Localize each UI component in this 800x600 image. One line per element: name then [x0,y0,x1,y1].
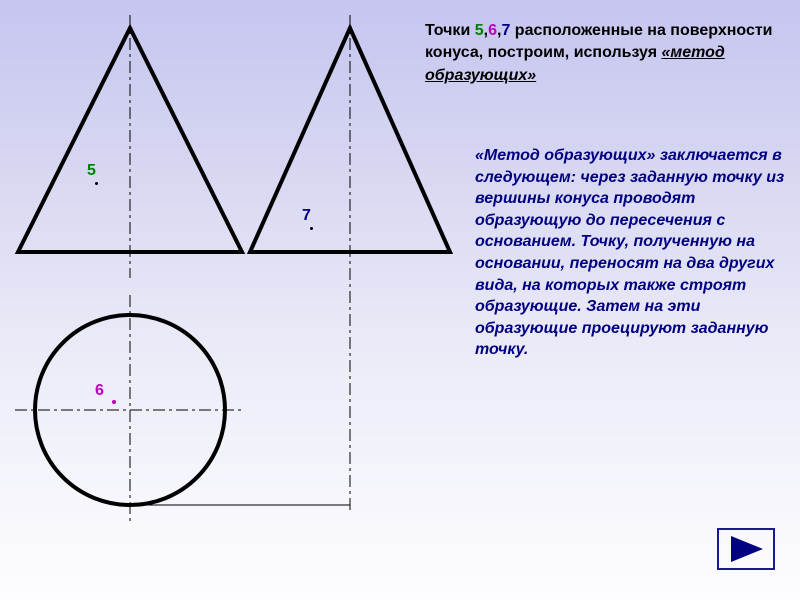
next-button[interactable] [717,528,775,575]
title-pt5: 5 [475,22,484,39]
title-pt7: 7 [501,22,510,39]
description-text: «Метод образующих» заключается в следующ… [475,145,785,361]
title-pt6: 6 [488,22,497,39]
point-5-dot [95,182,98,185]
point-5-label: 5 [87,162,96,180]
diagram-canvas [0,0,480,585]
point-7-dot [310,227,313,230]
title-prefix: Точки [425,22,475,39]
point-6-label: 6 [95,382,104,400]
title-text: Точки 5,6,7 расположенные на поверхности… [425,20,785,87]
point-7-label: 7 [302,207,311,225]
play-icon [731,536,763,562]
point-6-dot [112,400,116,404]
